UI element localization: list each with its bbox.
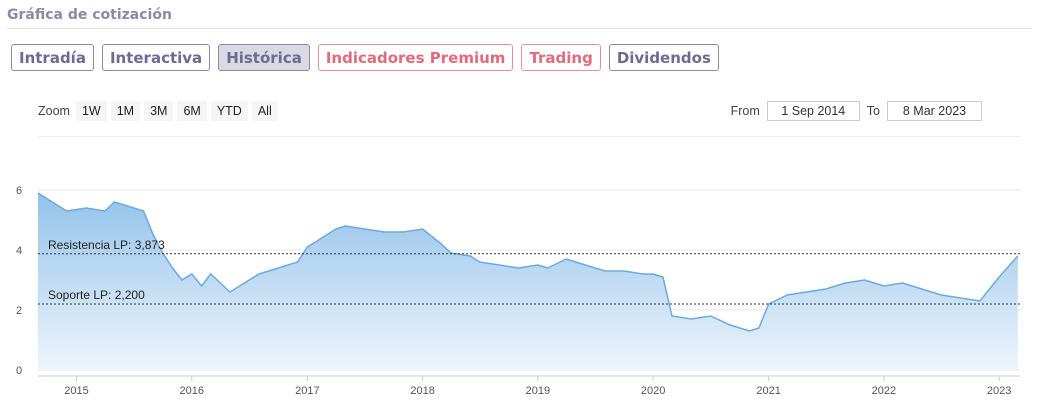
tab-intradia[interactable]: Intradía (11, 44, 94, 71)
date-range-selector: From 1 Sep 2014 To 8 Mar 2023 (724, 101, 982, 121)
x-tick-label: 2023 (987, 385, 1011, 397)
zoom-ytd-button[interactable]: YTD (210, 101, 248, 121)
zoom-6m-button[interactable]: 6M (177, 101, 207, 121)
title-divider (7, 28, 1032, 29)
tab-indicadores-premium[interactable]: Indicadores Premium (317, 44, 514, 71)
x-tick-label: 2015 (64, 385, 88, 397)
tab-dividendos[interactable]: Dividendos (608, 44, 719, 71)
x-tick-label: 2016 (180, 385, 204, 397)
header-divider (38, 136, 1020, 137)
y-tick-label: 2 (16, 305, 22, 317)
x-tick-label: 2022 (872, 385, 896, 397)
zoom-1w-button[interactable]: 1W (75, 101, 107, 121)
reference-line-label: Resistencia LP: 3,873 (48, 238, 165, 252)
zoom-label: Zoom (38, 104, 70, 118)
to-label: To (866, 104, 880, 118)
price-line (37, 192, 1019, 332)
x-tick-label: 2017 (295, 385, 319, 397)
chart-tabs: Intradía Interactiva Histórica Indicador… (11, 44, 719, 71)
x-tick-label: 2021 (756, 385, 780, 397)
y-tick-label: 4 (16, 245, 22, 257)
from-date-input[interactable]: 1 Sep 2014 (766, 101, 860, 121)
zoom-bar: Zoom 1W 1M 3M 6M YTD All (38, 101, 278, 121)
tab-interactiva[interactable]: Interactiva (101, 44, 211, 71)
price-area (38, 193, 1018, 370)
x-tick-label: 2018 (410, 385, 434, 397)
tab-historica[interactable]: Histórica (218, 44, 310, 71)
reference-line-label: Soporte LP: 2,200 (48, 288, 145, 302)
from-label: From (730, 104, 760, 118)
y-tick-label: 6 (16, 185, 22, 197)
tab-trading[interactable]: Trading (521, 44, 601, 71)
y-tick-label: 0 (16, 365, 22, 377)
chart-section-title: Gráfica de cotización (7, 7, 172, 23)
x-tick-label: 2020 (641, 385, 665, 397)
zoom-1m-button[interactable]: 1M (110, 101, 141, 121)
to-date-input[interactable]: 8 Mar 2023 (887, 101, 982, 121)
zoom-3m-button[interactable]: 3M (144, 101, 174, 121)
zoom-all-button[interactable]: All (251, 101, 278, 121)
x-tick-label: 2019 (526, 385, 550, 397)
